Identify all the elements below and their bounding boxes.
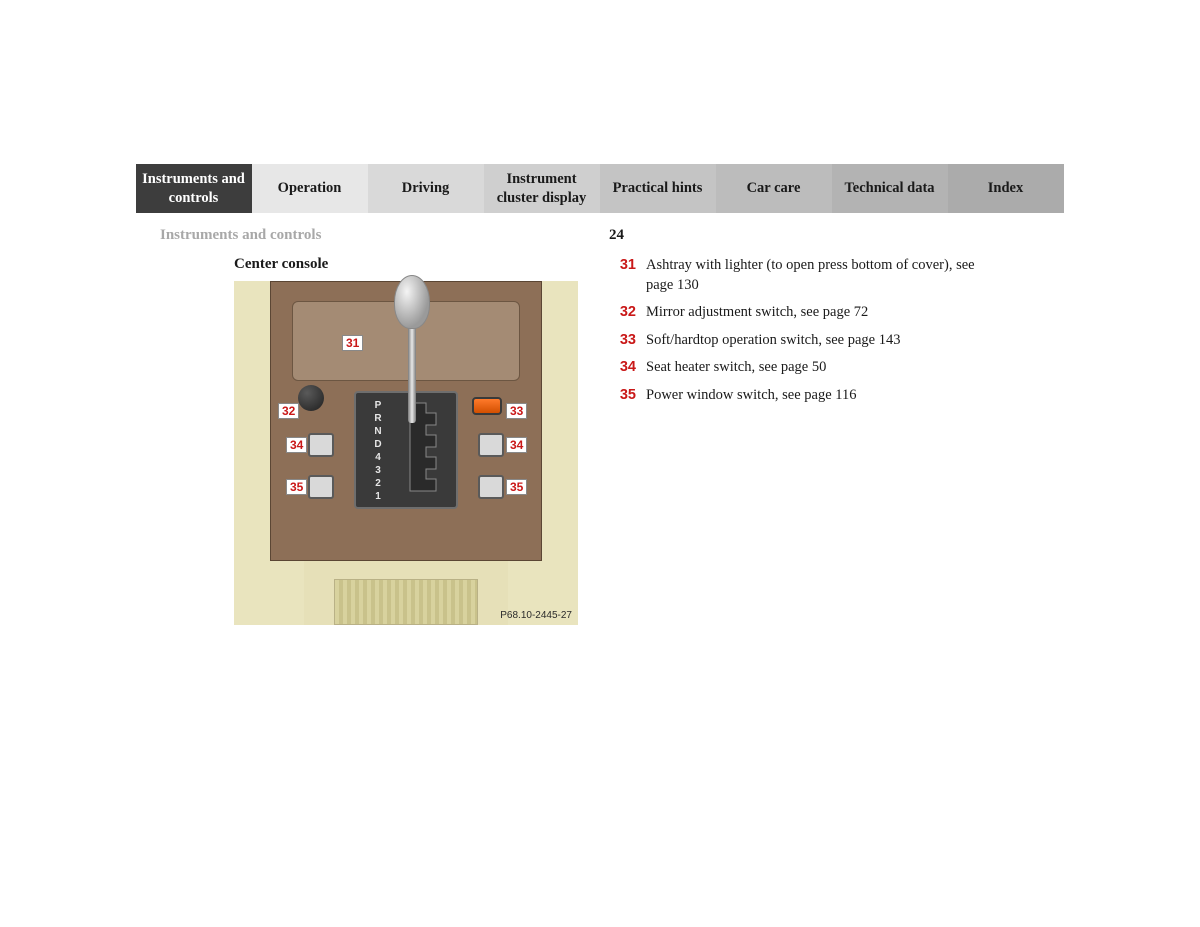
legend-text: Ashtray with lighter (to open press bott… [646,256,986,295]
tab-car-care[interactable]: Car care [716,164,832,213]
manual-page: Instruments and controls Operation Drivi… [136,164,1064,625]
legend-number: 33 [618,331,646,351]
section-label: Instruments and controls [136,227,321,244]
figure-column: Center console P R N D 4 3 2 1 31 32 [136,256,580,625]
tab-instrument-cluster-display[interactable]: Instrument cluster display [484,164,600,213]
legend-number: 32 [618,303,646,323]
content-row: Center console P R N D 4 3 2 1 31 32 [136,256,1064,625]
legend-text: Seat heater switch, see page 50 [646,358,826,378]
seat-heater-button-left [308,433,334,457]
legend-text: Power window switch, see page 116 [646,386,856,406]
gear-position-labels: P R N D 4 3 2 1 [368,399,388,503]
callout-35-left: 35 [286,479,307,495]
shifter-knob [394,275,430,329]
ribbed-panel [334,579,478,625]
legend-text: Soft/hardtop operation switch, see page … [646,331,901,351]
callout-34-left: 34 [286,437,307,453]
seat-heater-button-right [478,433,504,457]
legend-item: 34 Seat heater switch, see page 50 [618,358,1064,378]
figure-title: Center console [234,256,580,273]
legend-item: 33 Soft/hardtop operation switch, see pa… [618,331,1064,351]
legend-text: Mirror adjustment switch, see page 72 [646,303,868,323]
tab-operation[interactable]: Operation [252,164,368,213]
legend-number: 34 [618,358,646,378]
legend-column: 31 Ashtray with lighter (to open press b… [580,256,1064,625]
callout-35-right: 35 [506,479,527,495]
figure-code: P68.10-2445-27 [500,610,572,621]
tab-bar: Instruments and controls Operation Drivi… [136,164,1064,213]
legend-number: 35 [618,386,646,406]
legend-item: 32 Mirror adjustment switch, see page 72 [618,303,1064,323]
power-window-button-right [478,475,504,499]
tab-instruments-controls[interactable]: Instruments and controls [136,164,252,213]
center-console-diagram: P R N D 4 3 2 1 31 32 33 34 34 35 35 P68… [234,281,578,625]
callout-32: 32 [278,403,299,419]
callout-33: 33 [506,403,527,419]
mirror-adjustment-knob [298,385,324,411]
callout-31: 31 [342,335,363,351]
callout-34-right: 34 [506,437,527,453]
tab-index[interactable]: Index [948,164,1064,213]
soft-hardtop-button [472,397,502,415]
tab-practical-hints[interactable]: Practical hints [600,164,716,213]
section-header-row: Instruments and controls 24 [136,227,1064,244]
legend-item: 35 Power window switch, see page 116 [618,386,1064,406]
legend-number: 31 [618,256,646,295]
power-window-button-left [308,475,334,499]
tab-technical-data[interactable]: Technical data [832,164,948,213]
page-number: 24 [609,227,624,244]
legend-item: 31 Ashtray with lighter (to open press b… [618,256,1064,295]
tab-driving[interactable]: Driving [368,164,484,213]
